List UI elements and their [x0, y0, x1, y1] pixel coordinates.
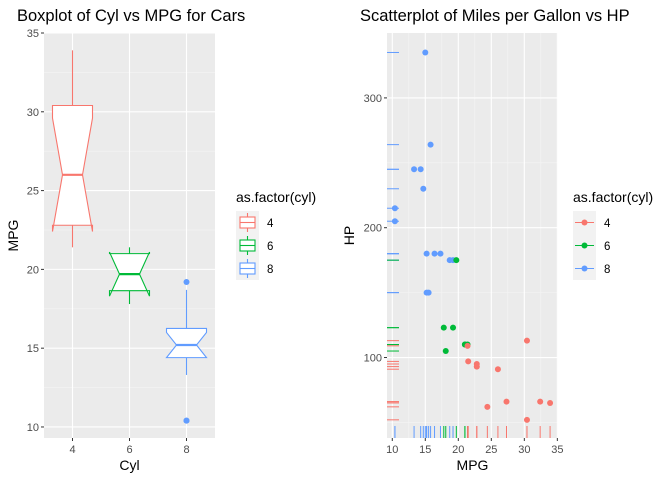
boxplot-y-tick-label: 10: [27, 422, 39, 434]
scatterplot-legend: as.factor(cyl) 4 6 8: [573, 189, 653, 280]
scatterplot-y-axis-title: HP: [341, 226, 357, 245]
scatterplot-y-tick-labels: 100 200 300: [364, 93, 387, 365]
scatterplot-rug: [387, 51, 551, 438]
scatterplot-legend-key-point: [581, 242, 588, 249]
boxplot-x-axis-title: Cyl: [119, 457, 139, 473]
boxplot-legend-label: 4: [267, 218, 274, 230]
scatter-point: [420, 185, 427, 192]
scatter-point: [484, 403, 491, 410]
scatter-point: [440, 324, 447, 331]
boxplot-x-tick-label: 6: [126, 444, 132, 456]
scatter-point: [442, 348, 449, 355]
boxplot-y-tick-label: 15: [27, 343, 39, 355]
boxplot-legend-item-4: 4: [236, 211, 274, 234]
scatter-point: [431, 250, 438, 257]
scatterplot-legend-item-6: 6: [573, 234, 610, 257]
boxplot-legend: as.factor(cyl) 4 6 8: [236, 189, 316, 280]
scatterplot-x-tick-label: 35: [551, 444, 563, 456]
boxplot-y-tick-label: 25: [27, 186, 39, 198]
scatterplot-legend-key-point: [581, 219, 588, 226]
box-group-8: [165, 278, 208, 424]
boxplot-y-tick-label: 20: [27, 264, 39, 276]
box-notched-body: [165, 327, 208, 359]
scatter-point: [465, 358, 472, 365]
boxplot-x-tick-labels: 4 6 8: [69, 438, 190, 456]
boxplot-chart: Boxplot of Cyl vs MPG for Cars 10 15 20 25 3…: [5, 7, 316, 473]
scatter-point: [423, 289, 430, 296]
scatterplot-x-tick-label: 25: [485, 444, 497, 456]
scatterplot-x-tick-labels: 10 15 20 25 30 35: [386, 438, 563, 456]
boxplot-title: Boxplot of Cyl vs MPG for Cars: [17, 7, 245, 25]
scatter-point: [547, 399, 554, 406]
scatter-point: [417, 166, 424, 173]
boxplot-legend-item-6: 6: [236, 234, 273, 257]
box-group-6: [108, 247, 151, 305]
scatterplot-y-tick-label: 100: [364, 353, 382, 365]
boxplot-y-tick-label: 35: [27, 28, 39, 40]
scatterplot-legend-item-4: 4: [573, 211, 611, 234]
scatter-point: [523, 337, 530, 344]
scatter-point: [494, 366, 501, 373]
scatterplot-y-tick-label: 200: [364, 223, 382, 235]
scatter-point: [391, 218, 398, 225]
scatter-point: [411, 166, 418, 173]
scatter-point: [422, 49, 429, 56]
scatter-point: [427, 141, 434, 148]
scatter-point: [450, 324, 457, 331]
scatterplot-legend-label: 6: [604, 241, 610, 253]
scatterplot-x-axis-title: MPG: [457, 457, 489, 473]
scatter-point: [537, 398, 544, 405]
boxplot-x-tick-label: 4: [69, 444, 75, 456]
scatterplot-y-tick-label: 300: [364, 93, 382, 105]
scatterplot-x-tick-label: 30: [518, 444, 530, 456]
scatter-point: [437, 250, 444, 257]
scatter-point: [423, 250, 430, 257]
box-group-4: [51, 50, 94, 248]
scatterplot-panel: [387, 33, 558, 438]
scatterplot-gridlines: [387, 33, 558, 438]
scatterplot-x-tick-label: 20: [452, 444, 464, 456]
box-outlier-point: [183, 417, 190, 424]
scatterplot-x-tick-label: 10: [386, 444, 398, 456]
scatterplot-x-tick-label: 15: [419, 444, 431, 456]
scatter-point: [503, 398, 510, 405]
box-outlier-point: [183, 278, 190, 285]
scatter-point: [523, 416, 530, 423]
boxplot-y-tick-labels: 10 15 20 25 30 35: [27, 28, 44, 434]
scatterplot-legend-key-point: [581, 265, 588, 272]
boxplot-legend-label: 8: [267, 264, 273, 276]
scatterplot-chart: Scatterplot of Miles per Gallon vs HP 10…: [341, 7, 653, 473]
scatterplot-legend-item-8: 8: [573, 257, 610, 280]
box-notched-body: [51, 104, 94, 232]
boxplot-y-axis-title: MPG: [5, 220, 21, 252]
scatter-point: [473, 361, 480, 368]
boxplot-legend-item-8: 8: [236, 257, 273, 280]
scatterplot-points: [391, 49, 554, 423]
boxplot-legend-title: as.factor(cyl): [236, 189, 316, 205]
boxplot-legend-label: 6: [267, 241, 273, 253]
scatter-point: [453, 257, 460, 264]
scatterplot-legend-label: 4: [604, 218, 611, 230]
boxplot-x-tick-label: 8: [183, 444, 189, 456]
scatter-point: [391, 205, 398, 212]
boxplot-y-tick-label: 30: [27, 107, 39, 119]
scatterplot-title: Scatterplot of Miles per Gallon vs HP: [360, 7, 630, 25]
scatterplot-legend-label: 8: [604, 264, 610, 276]
scatterplot-legend-title: as.factor(cyl): [573, 189, 653, 205]
boxplot-marks: [51, 50, 208, 424]
scatter-point: [464, 342, 471, 349]
